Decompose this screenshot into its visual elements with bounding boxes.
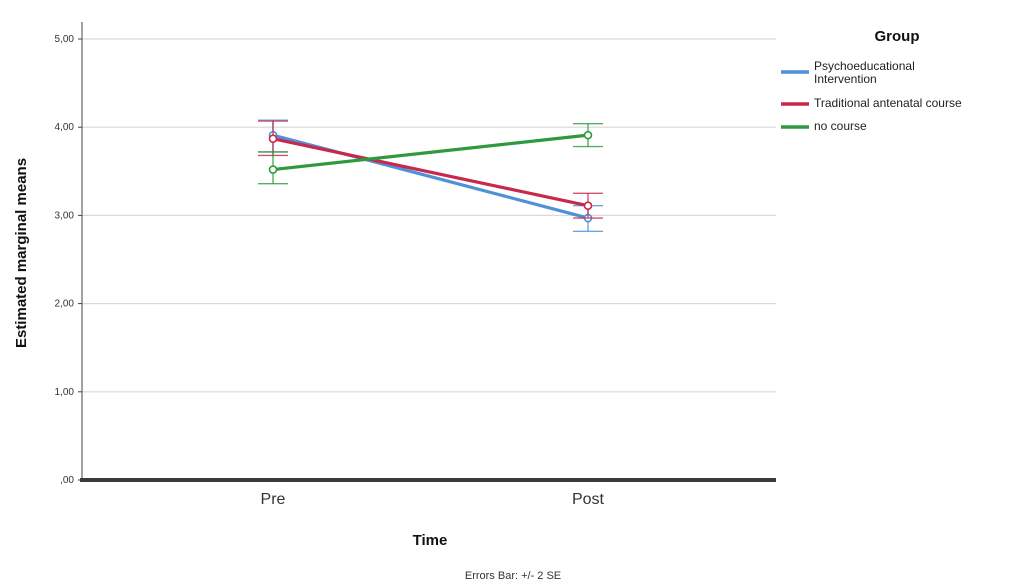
- legend-label: Psychoeducational: [814, 59, 915, 73]
- x-tick-layer: Pre Post: [261, 491, 605, 508]
- y-tick-layer: ,00 1,00 2,00 3,00 4,00 5,00: [55, 34, 82, 486]
- x-tick-label: Pre: [261, 491, 286, 508]
- data-point: [268, 165, 278, 174]
- footnote: Errors Bar: +/- 2 SE: [465, 570, 561, 582]
- legend-label: no course: [814, 119, 867, 133]
- series-layer: [258, 119, 603, 232]
- y-tick-label: 3,00: [55, 210, 75, 221]
- series-line: [271, 133, 590, 172]
- legend-label: Intervention: [814, 72, 877, 86]
- data-point: [583, 130, 593, 140]
- series-0: [258, 119, 603, 232]
- axes-layer: [80, 22, 776, 482]
- y-tick-label: 4,00: [55, 122, 75, 133]
- grid-layer: [82, 38, 776, 393]
- y-tick-label: 2,00: [55, 299, 75, 310]
- y-tick-label: 1,00: [55, 387, 75, 398]
- legend-title: Group: [875, 28, 920, 45]
- y-axis-title: Estimated marginal means: [13, 158, 30, 348]
- data-point: [583, 201, 593, 210]
- series-line: [271, 137, 590, 208]
- x-tick-label: Post: [572, 491, 605, 508]
- x-axis-title: Time: [413, 532, 448, 549]
- data-point: [268, 134, 278, 143]
- series-2: [258, 122, 603, 185]
- y-tick-label: ,00: [60, 475, 74, 486]
- legend-label: Traditional antenatal course: [814, 96, 962, 110]
- y-tick-label: 5,00: [55, 34, 75, 45]
- series-1: [258, 120, 603, 219]
